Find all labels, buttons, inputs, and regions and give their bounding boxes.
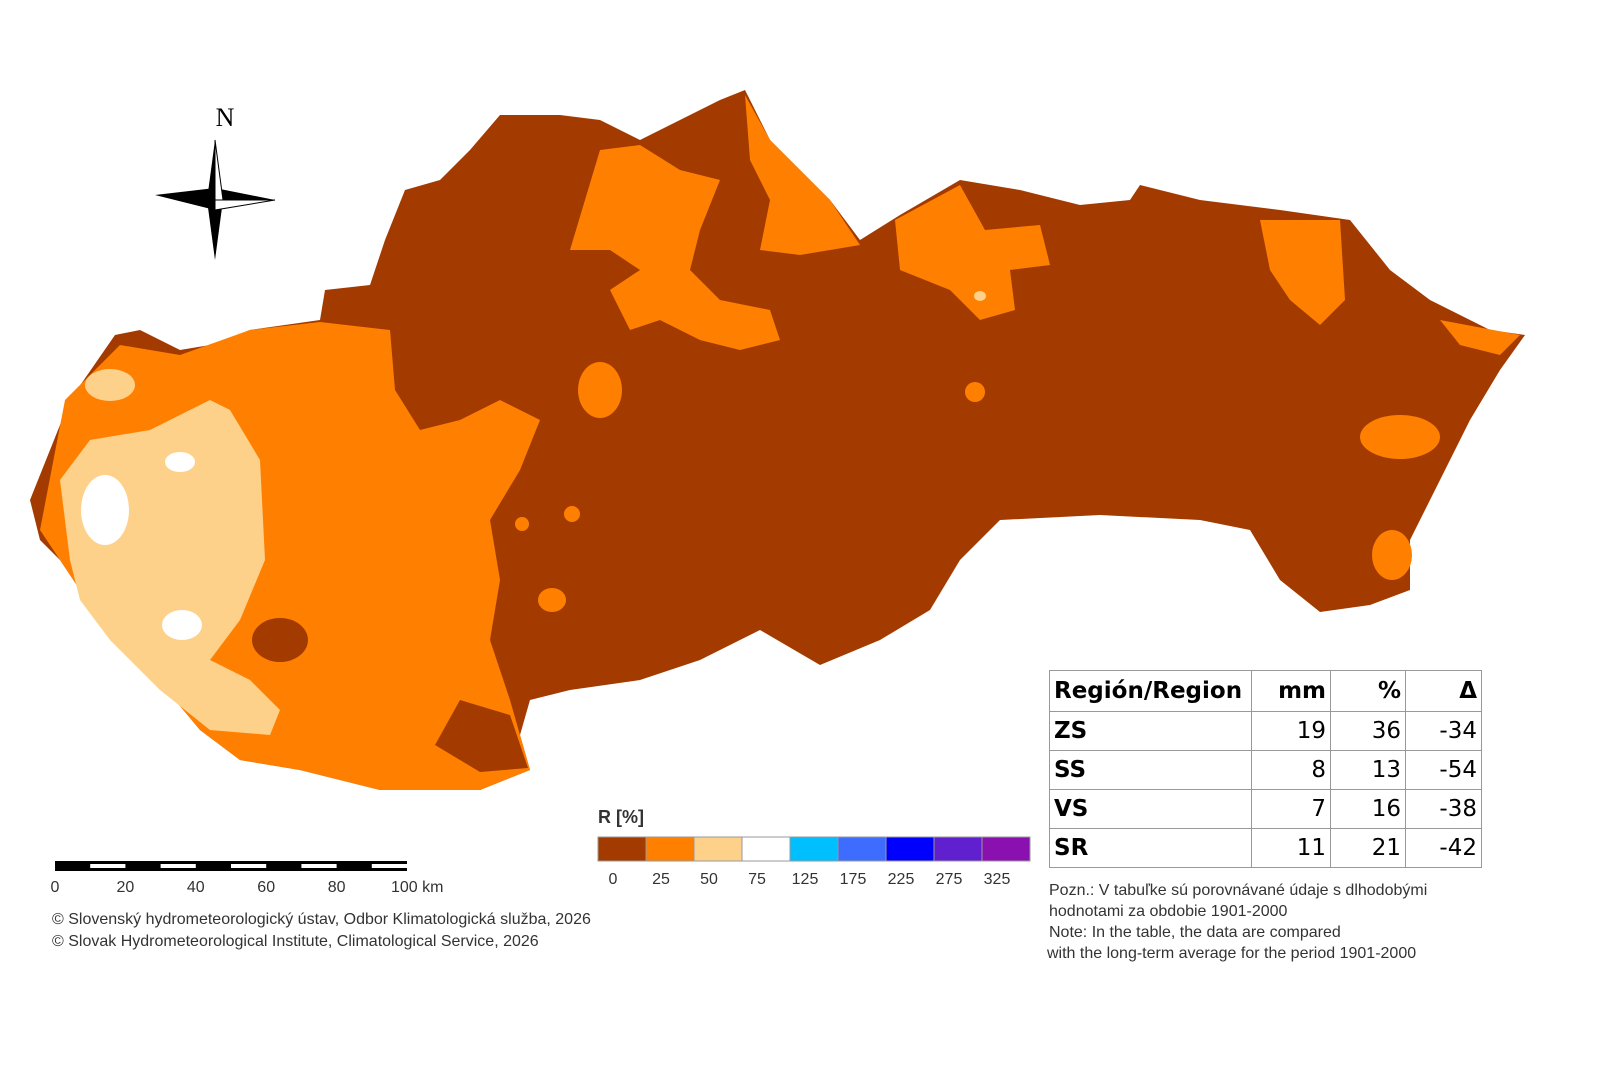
table-cell: 11	[1251, 828, 1331, 868]
note-line: Note: In the table, the data are compare…	[1049, 924, 1341, 941]
table-row: ZS 19 36 -34	[1049, 711, 1482, 751]
legend-label: 325	[984, 871, 1011, 888]
table-cell: SR	[1049, 828, 1252, 868]
table-cell: 21	[1330, 828, 1406, 868]
compass-label: N	[216, 103, 235, 132]
region	[1260, 220, 1345, 325]
region	[895, 185, 1050, 320]
region	[85, 369, 135, 401]
note-line: with the long-term average for the perio…	[1047, 945, 1417, 962]
region	[1372, 530, 1412, 580]
region	[538, 588, 566, 612]
legend-label: 0	[609, 871, 618, 888]
table-cell: SS	[1049, 750, 1252, 790]
legend-title: R [%]	[598, 807, 644, 827]
scale-tick-label: 80	[328, 879, 346, 896]
table-row: Región/Region mm% Δ	[1049, 670, 1482, 712]
region	[60, 400, 280, 735]
region	[515, 517, 529, 531]
table-cell: 16	[1330, 789, 1406, 829]
table-cell: Región/Region	[1049, 670, 1252, 712]
region	[1360, 415, 1440, 459]
region	[745, 95, 860, 255]
legend-swatch	[981, 836, 1031, 862]
note-line: hodnotami za obdobie 1901-2000	[1049, 903, 1288, 920]
legend-label: 50	[700, 871, 718, 888]
scale-bar-segment	[231, 864, 267, 868]
table-cell: VS	[1049, 789, 1252, 829]
legend-swatch	[837, 836, 887, 862]
table-row: SS 8 13 -54	[1049, 750, 1482, 790]
table-cell: 13	[1330, 750, 1406, 790]
table-cell: -54	[1405, 750, 1482, 790]
region-table: Región/Region mm% Δ ZS 19 36 -34 SS 8 13 -54 VS 7 16-…	[1049, 670, 1482, 868]
region	[578, 362, 622, 418]
credit: © Slovak Hydrometeorological Institute, …	[52, 933, 539, 950]
region	[162, 610, 202, 640]
table-cell: mm	[1251, 670, 1331, 712]
credit: © Slovenský hydrometeorologický ústav, O…	[52, 911, 591, 928]
table-cell: 19	[1251, 711, 1331, 751]
legend-swatch	[741, 836, 791, 862]
regions	[30, 90, 1525, 790]
table-cell: 7	[1251, 789, 1331, 829]
note: Pozn.: V tabuľke sú porovnávané údaje s …	[1047, 880, 1428, 964]
region	[435, 700, 528, 772]
region	[974, 291, 986, 301]
legend-label: 75	[748, 871, 766, 888]
table-cell: -42	[1405, 828, 1482, 868]
table-cell: -34	[1405, 711, 1482, 751]
scale-bar-segment	[301, 864, 337, 868]
compass: N	[155, 103, 276, 260]
legend-label: 175	[840, 871, 867, 888]
region	[570, 145, 780, 350]
legend-swatch	[885, 836, 935, 862]
legend-swatch	[789, 836, 839, 862]
table-cell: ZS	[1049, 711, 1252, 751]
legend: R [%] 0 25 50 75 125 175 225 275 325	[597, 807, 1031, 888]
table-cell: 36	[1330, 711, 1406, 751]
region	[1440, 320, 1520, 355]
scale-bar-segment	[90, 864, 126, 868]
region	[81, 475, 129, 545]
scale-bar: 0 20 40 60 80 100 km	[51, 861, 443, 896]
scale-bar-segment	[371, 864, 407, 868]
credits: © Slovenský hydrometeorologický ústav, O…	[52, 911, 591, 950]
note-line: Pozn.: V tabuľke sú porovnávané údaje s …	[1049, 882, 1428, 899]
legend-swatch	[933, 836, 983, 862]
legend-swatch	[693, 836, 743, 862]
region	[165, 452, 195, 472]
table-cell: Δ	[1405, 670, 1482, 712]
scale-tick-label: 0	[51, 879, 60, 896]
legend-label: 275	[936, 871, 963, 888]
region	[252, 618, 308, 662]
table-cell: 8	[1251, 750, 1331, 790]
scale-tick-label: 20	[117, 879, 135, 896]
table-row: SR 11 21 -42	[1049, 828, 1482, 868]
legend-swatch	[645, 836, 695, 862]
table-cell: %	[1330, 670, 1406, 712]
scale-tick-label: 60	[257, 879, 275, 896]
scale-tick-label: 40	[187, 879, 205, 896]
legend-label: 225	[888, 871, 915, 888]
legend-swatch	[597, 836, 647, 862]
scale-tick-label: 100 km	[391, 879, 443, 896]
region	[965, 382, 985, 402]
region	[564, 506, 580, 522]
legend-label: 125	[792, 871, 819, 888]
scale-bar-segment	[160, 864, 196, 868]
table-cell: -38	[1405, 789, 1482, 829]
table-row: VS 7 16 -38	[1049, 789, 1482, 829]
legend-label: 25	[652, 871, 670, 888]
